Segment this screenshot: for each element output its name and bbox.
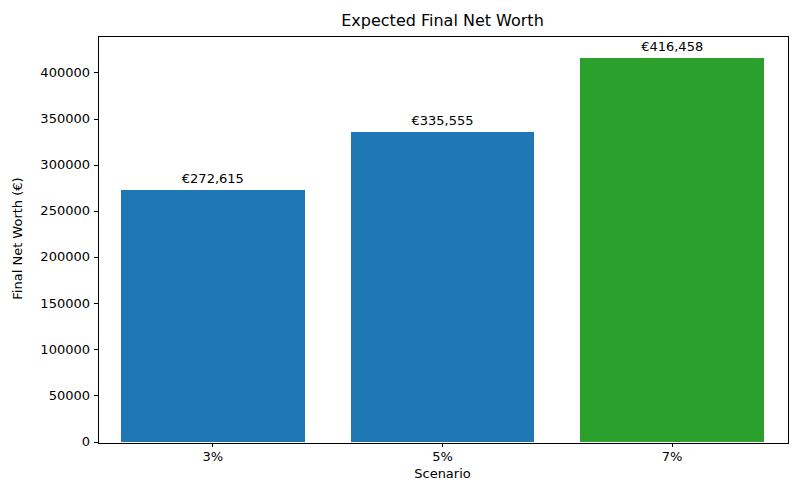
y-tick-label: 0: [82, 434, 90, 450]
y-tick-label: 200000: [40, 249, 90, 265]
chart-title: Expected Final Net Worth: [98, 11, 787, 30]
bar-chart-figure: Expected Final Net Worth Final Net Worth…: [0, 0, 800, 500]
bar-3%: [121, 190, 305, 442]
bar-7%: [580, 58, 764, 442]
y-tick-label: 300000: [40, 157, 90, 173]
y-tick-mark: [94, 165, 98, 166]
y-tick-mark: [94, 442, 98, 443]
y-tick-mark: [94, 211, 98, 212]
bar-value-label: €335,555: [411, 113, 473, 128]
y-tick-mark: [94, 303, 98, 304]
y-axis-label: Final Net Worth (€): [10, 159, 25, 319]
y-tick-mark: [94, 257, 98, 258]
y-tick-mark: [94, 349, 98, 350]
x-tick-label: 5%: [432, 449, 453, 464]
bar-value-label: €416,458: [641, 39, 703, 54]
y-tick-label: 100000: [40, 342, 90, 358]
bar-5%: [351, 132, 535, 442]
y-tick-label: 400000: [40, 65, 90, 81]
x-tick-mark: [212, 443, 213, 447]
y-tick-label: 250000: [40, 203, 90, 219]
y-tick-mark: [94, 72, 98, 73]
x-tick-mark: [442, 443, 443, 447]
y-tick-label: 350000: [40, 111, 90, 127]
y-tick-label: 150000: [40, 296, 90, 312]
x-tick-label: 7%: [662, 449, 683, 464]
x-tick-label: 3%: [203, 449, 224, 464]
x-axis-label: Scenario: [98, 466, 787, 481]
bar-value-label: €272,615: [182, 171, 244, 186]
y-tick-mark: [94, 119, 98, 120]
y-tick-label: 50000: [49, 388, 90, 404]
y-tick-mark: [94, 395, 98, 396]
x-tick-mark: [672, 443, 673, 447]
